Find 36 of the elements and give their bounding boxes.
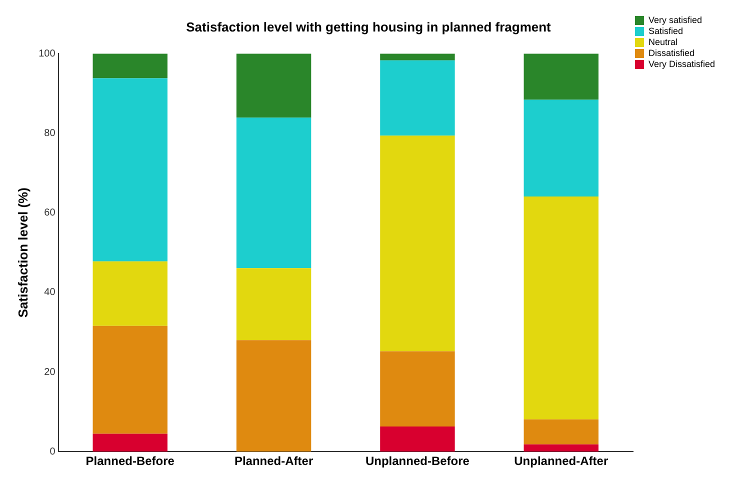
legend-label: Neutral [648,36,678,47]
bar [92,54,168,78]
bar [92,261,168,326]
bar [380,54,455,60]
x-tick-label: Unplanned-Before [365,454,470,468]
y-tick-label: 60 [44,208,56,219]
y-tick-label: 40 [44,287,56,298]
bar [236,118,312,268]
x-tick-label: Unplanned-After [514,454,608,468]
bar [524,196,598,420]
bar [380,136,455,352]
bar [236,340,312,452]
legend-label: Satisfied [648,26,684,36]
y-tick-label: 20 [44,366,56,378]
legend-label: Very Dissatisfied [648,58,716,69]
legend-label: Dissatisfied [648,48,694,58]
y-axis-title: Satisfaction level (%) [15,188,30,318]
bar [92,78,168,262]
bar [380,426,455,452]
bar [524,419,598,444]
y-tick-label: 0 [50,446,56,458]
chart-title: Satisfaction level with getting housing in planned fragment [186,19,552,34]
bar [524,54,598,100]
legend-label: Very satisfied [648,14,702,25]
bar [92,434,168,452]
bar [236,268,312,340]
x-tick-label: Planned-Before [86,454,175,468]
bar [380,351,455,427]
bar [524,444,598,452]
y-tick-label: 100 [38,48,56,60]
x-tick-label: Planned-After [234,454,314,468]
y-tick-label: 80 [44,128,56,139]
bar [524,100,598,196]
bar [236,54,312,118]
bar [92,326,168,434]
bar [380,60,455,136]
